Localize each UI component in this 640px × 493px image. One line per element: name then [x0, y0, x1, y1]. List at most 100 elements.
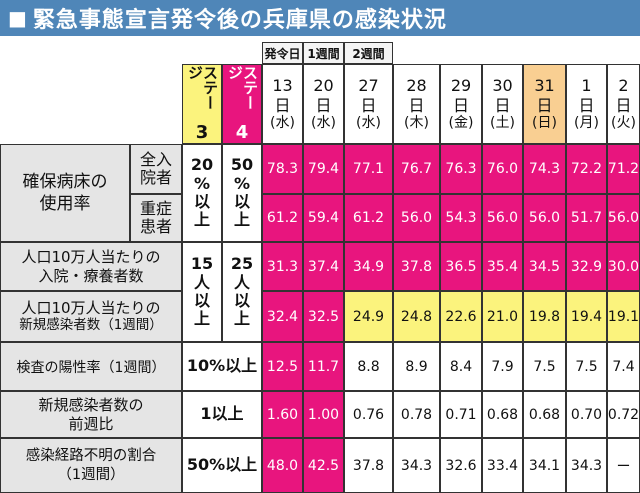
table-cell: 42.5	[303, 438, 344, 493]
cell-value: 12.5	[266, 358, 299, 375]
date-unit: 日	[494, 95, 511, 115]
table-cell: 76.3	[440, 144, 482, 194]
table-cell: 33.4	[482, 438, 523, 493]
date-weekday: (月)	[574, 114, 599, 131]
table-cell: 0.68	[523, 391, 566, 438]
cell-value: 0.76	[352, 406, 385, 423]
date-header: 2 日 (火)	[607, 64, 640, 144]
table-cell: 7.9	[482, 342, 523, 391]
row-sublabel-hospitalized: 全入 院者	[130, 144, 182, 194]
cell-value: 56.0	[400, 210, 433, 226]
row-label-text: 確保病床の	[22, 171, 108, 192]
date-header: 20 日 (水)	[303, 64, 344, 144]
cell-value: 77.1	[352, 161, 385, 177]
date-day: 13	[272, 76, 293, 96]
cell-value: 19.4	[570, 308, 603, 325]
table-cell: 7.5	[566, 342, 607, 391]
cell-value: 61.2	[266, 210, 299, 226]
table-cell: 24.8	[393, 291, 440, 342]
row-label-text: 重症	[139, 198, 172, 218]
date-unit: 日	[408, 95, 425, 115]
date-unit: 日	[578, 95, 595, 115]
phase-label: 発令日	[262, 42, 303, 64]
table-cell: 77.1	[344, 144, 393, 194]
cell-value: 8.4	[449, 358, 473, 375]
table-cell: 8.4	[440, 342, 482, 391]
table-cell: 78.3	[262, 144, 303, 194]
cell-value: 0.71	[445, 406, 477, 423]
cell-value: 32.9	[570, 258, 603, 275]
table-cell: 7.4	[607, 342, 640, 391]
table-cell: 8.8	[344, 342, 393, 391]
table-cell: 48.0	[262, 438, 303, 493]
row-label-text: 感染経路不明の割合	[25, 447, 157, 464]
row-label-positivity: 検査の陽性率（1週間）	[0, 342, 182, 391]
table-cell: 8.9	[393, 342, 440, 391]
phase-label-text: 1週間	[307, 46, 340, 61]
date-header: 30 日 (土)	[482, 64, 523, 144]
cell-value: 42.5	[307, 457, 340, 474]
cell-value: 72.2	[570, 161, 603, 177]
cell-value: 33.4	[486, 457, 519, 474]
cell-value: 0.68	[486, 406, 519, 423]
threshold-text: 20	[190, 155, 214, 175]
table-cell: 56.0	[523, 194, 566, 242]
cell-value: 34.1	[528, 457, 561, 474]
stage-word: ステージ	[226, 65, 259, 110]
table-cell: 56.0	[482, 194, 523, 242]
cell-value: 7.5	[575, 358, 598, 375]
table-cell: ー	[607, 438, 640, 493]
table-cell: 32.4	[262, 291, 303, 342]
table-cell: 19.8	[523, 291, 566, 342]
table-cell: 32.9	[566, 242, 607, 291]
threshold-unknown-route: 50%以上	[182, 438, 262, 493]
table-cell: 31.3	[262, 242, 303, 291]
cell-value: 24.9	[352, 308, 385, 325]
cell-value: 56.0	[486, 210, 519, 226]
stage-number: 4	[235, 122, 249, 143]
table-cell: 59.4	[303, 194, 344, 242]
row-label-inpatients: 人口10万人当たりの 入院・療養者数	[0, 242, 182, 291]
table-cell: 79.4	[303, 144, 344, 194]
table-cell: 22.6	[440, 291, 482, 342]
cell-value: 7.9	[491, 358, 514, 375]
date-header: 28 日 (木)	[393, 64, 440, 144]
cell-value: 8.9	[405, 358, 428, 375]
row-label-text: 前週比	[68, 414, 114, 433]
stage-number: 3	[195, 122, 209, 143]
date-weekday: (水)	[311, 114, 336, 131]
table-cell: 0.70	[566, 391, 607, 438]
table-cell: 37.8	[393, 242, 440, 291]
cell-value: 31.3	[266, 258, 299, 275]
cell-value: 7.5	[533, 358, 556, 375]
date-unit: 日	[452, 95, 469, 115]
threshold-per100k-stage4: 25 人以上	[222, 242, 262, 342]
threshold-text: 50%以上	[186, 455, 258, 475]
cell-value: 7.4	[612, 358, 635, 375]
table-cell: 32.6	[440, 438, 482, 493]
cell-value: 37.8	[400, 258, 433, 275]
phase-label-text: 発令日	[264, 46, 301, 61]
threshold-text: 上	[233, 210, 250, 230]
threshold-text: 以	[193, 291, 210, 310]
table-cell: 51.7	[566, 194, 607, 242]
cell-value: 19.1	[607, 308, 640, 325]
table-cell: 54.3	[440, 194, 482, 242]
stage-word: ステージ	[186, 65, 219, 110]
cell-value: 56.0	[528, 210, 561, 226]
cell-value: 22.6	[445, 308, 477, 325]
cell-value: 32.5	[307, 308, 340, 325]
threshold-per100k-stage3: 15 人以上	[182, 242, 222, 342]
table-cell: 11.7	[303, 342, 344, 391]
table-cell: 76.0	[482, 144, 523, 194]
threshold-text: 10%以上	[186, 356, 258, 376]
cell-value: 11.7	[307, 358, 340, 375]
cell-value: 0.78	[400, 406, 433, 423]
table-cell: 32.5	[303, 291, 344, 342]
cell-value: 76.0	[486, 161, 519, 177]
table-cell: 37.8	[344, 438, 393, 493]
cell-value: 0.70	[570, 406, 603, 423]
row-label-text: 新規感染者数（1週間）	[19, 317, 163, 334]
threshold-bed-stage3: 20% 以上	[182, 144, 222, 242]
table-cell: 61.2	[344, 194, 393, 242]
